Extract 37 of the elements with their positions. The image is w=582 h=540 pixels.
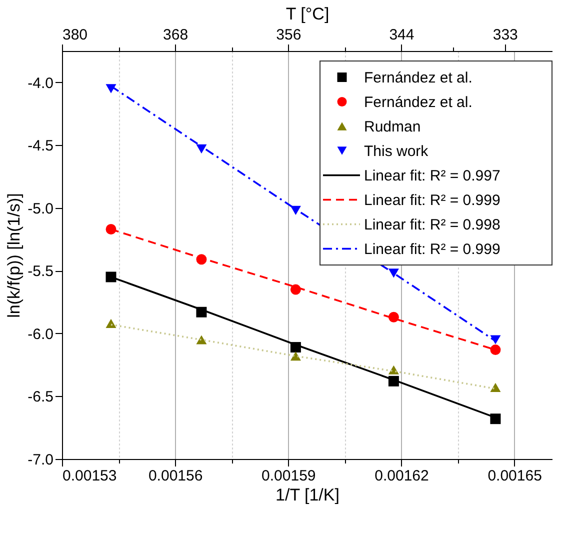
point [106, 84, 116, 94]
legend-label: Linear fit: R² = 0.999 [364, 192, 500, 209]
x2-tick-label: 368 [163, 26, 188, 44]
legend-label: Rudman [364, 118, 421, 136]
legend-label: Linear fit: R² = 0.997 [364, 167, 500, 184]
point [388, 268, 399, 278]
point [490, 382, 501, 392]
y-tick-label: -4.0 [28, 74, 54, 92]
point [490, 414, 501, 424]
y-tick-label: -6.0 [28, 326, 54, 343]
x-axis-title: 1/T [1/K] [276, 486, 340, 504]
x-tick-label: 0.00165 [488, 468, 542, 484]
x2-axis-title: T [°C] [286, 4, 330, 24]
x-tick-label: 0.00153 [62, 468, 117, 484]
point [196, 335, 207, 344]
point [290, 352, 301, 361]
y-tick-label: -5.5 [28, 263, 54, 280]
y-axis-title: ln(k/f(p)) [ln(1/s)] [4, 193, 24, 318]
y-tick-label: -7.0 [28, 452, 54, 468]
y-tick-label: -4.5 [28, 138, 54, 155]
y-tick-label: -6.5 [28, 388, 54, 406]
x2-tick-label: 356 [276, 26, 302, 44]
legend-label: Fernández et al. [364, 94, 472, 111]
legend-label: This work [364, 142, 429, 160]
x2-tick-label: 380 [62, 26, 88, 44]
legend-label: Linear fit: R² = 0.998 [364, 216, 500, 234]
x2-tick-label: 344 [389, 26, 414, 44]
x2-tick-label: 333 [492, 26, 518, 44]
point [490, 335, 501, 344]
point [490, 344, 501, 356]
legend-label: Fernández et al. [364, 69, 472, 86]
y-tick-label: -5.0 [28, 200, 54, 218]
x-tick-label: 0.00159 [262, 468, 316, 484]
x-tick-label: 0.00156 [148, 468, 203, 484]
legend-label: Linear fit: R² = 0.999 [364, 240, 500, 258]
x-tick-label: 0.00162 [374, 468, 429, 484]
point [106, 318, 116, 328]
